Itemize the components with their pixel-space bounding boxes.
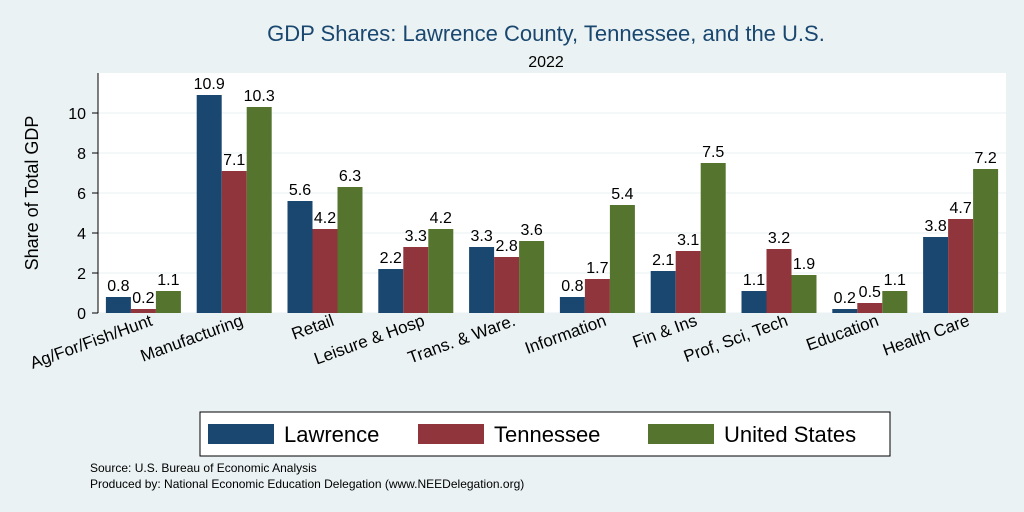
- y-tick-label: 4: [77, 226, 86, 243]
- data-label: 0.2: [132, 290, 154, 307]
- data-label: 7.5: [702, 144, 724, 161]
- data-label: 4.7: [949, 200, 971, 217]
- bar: [130, 309, 156, 313]
- chart-title: GDP Shares: Lawrence County, Tennessee, …: [267, 21, 825, 46]
- legend-label: United States: [724, 422, 856, 447]
- data-label: 1.1: [157, 272, 179, 289]
- data-label: 2.8: [495, 238, 517, 255]
- y-axis-label: Share of Total GDP: [22, 116, 42, 271]
- legend-box: [199, 411, 891, 457]
- bar: [312, 229, 338, 313]
- bar: [155, 291, 181, 313]
- bar: [469, 247, 495, 313]
- bar: [221, 171, 247, 313]
- data-label: 3.1: [677, 232, 699, 249]
- bar: [948, 219, 974, 313]
- x-category-label: Health Care: [880, 311, 972, 360]
- data-label: 5.4: [611, 186, 633, 203]
- data-label: 4.2: [430, 210, 452, 227]
- data-label: 7.2: [974, 150, 996, 167]
- data-label: 1.1: [884, 272, 906, 289]
- data-label: 3.2: [768, 230, 790, 247]
- bar: [832, 309, 858, 313]
- data-label: 2.1: [652, 252, 674, 269]
- y-tick-label: 0: [77, 306, 86, 323]
- bars: [105, 95, 999, 313]
- x-category-label: Prof, Sci, Tech: [681, 311, 790, 366]
- bar: [494, 257, 520, 313]
- source-note: Source: U.S. Bureau of Economic Analysis: [90, 461, 317, 475]
- data-label: 1.9: [793, 256, 815, 273]
- y-tick-label: 10: [68, 106, 86, 123]
- data-label: 3.8: [924, 218, 946, 235]
- bar: [246, 107, 272, 313]
- data-label: 6.3: [339, 168, 361, 185]
- bar: [403, 247, 429, 313]
- bar: [766, 249, 792, 313]
- bar: [857, 303, 883, 313]
- bar: [519, 241, 545, 313]
- data-label: 4.2: [314, 210, 336, 227]
- bar: [105, 297, 131, 313]
- bar: [287, 201, 313, 313]
- data-label: 10.9: [194, 76, 225, 93]
- bar: [675, 251, 701, 313]
- data-label: 10.3: [244, 88, 275, 105]
- y-tick-label: 8: [77, 146, 86, 163]
- bar: [196, 95, 222, 313]
- bar: [378, 269, 404, 313]
- bar: [650, 271, 676, 313]
- data-label: 2.2: [380, 250, 402, 267]
- legend-swatch: [418, 424, 484, 444]
- data-label: 0.8: [107, 278, 129, 295]
- bar: [609, 205, 635, 313]
- data-label: 3.6: [520, 222, 542, 239]
- y-tick-label: 2: [77, 266, 86, 283]
- x-category-label: Ag/For/Fish/Hunt: [28, 311, 155, 373]
- legend-swatch: [648, 424, 714, 444]
- data-label: 0.5: [859, 284, 881, 301]
- data-label: 5.6: [289, 182, 311, 199]
- bar: [791, 275, 817, 313]
- bar: [973, 169, 999, 313]
- data-label: 1.1: [743, 272, 765, 289]
- x-category-label: Retail: [289, 311, 336, 344]
- bar: [428, 229, 454, 313]
- x-category-label: Manufacturing: [138, 311, 246, 366]
- legend-swatch: [208, 424, 274, 444]
- bar: [584, 279, 610, 313]
- data-label: 1.7: [586, 260, 608, 277]
- bar: [337, 187, 363, 313]
- x-category-label: Information: [522, 311, 608, 358]
- bar: [700, 163, 726, 313]
- y-tick-label: 6: [77, 186, 86, 203]
- bar: [741, 291, 767, 313]
- legend-label: Tennessee: [494, 422, 600, 447]
- produced-by-note: Produced by: National Economic Education…: [90, 477, 524, 491]
- bar: [559, 297, 585, 313]
- y-axis-ticks: 0 2 4 6 8 10: [68, 106, 98, 323]
- data-label: 3.3: [405, 228, 427, 245]
- chart-subtitle: 2022: [528, 54, 564, 71]
- data-label: 7.1: [223, 152, 245, 169]
- data-label: 0.2: [834, 290, 856, 307]
- x-category-label: Education: [804, 311, 882, 355]
- data-labels: 0.80.21.110.97.110.35.64.26.32.23.34.23.…: [107, 76, 997, 307]
- legend: Lawrence Tennessee United States: [199, 411, 891, 457]
- legend-label: Lawrence: [284, 422, 379, 447]
- data-label: 0.8: [561, 278, 583, 295]
- bar: [882, 291, 908, 313]
- data-label: 3.3: [470, 228, 492, 245]
- bar: [923, 237, 949, 313]
